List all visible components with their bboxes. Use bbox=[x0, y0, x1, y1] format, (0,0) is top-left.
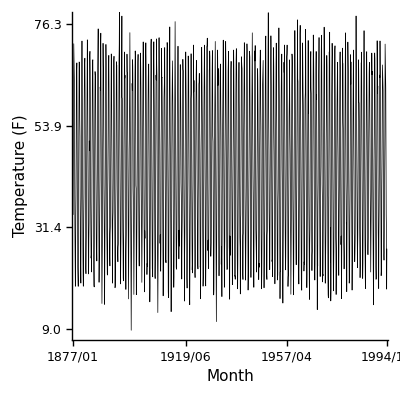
X-axis label: Month: Month bbox=[206, 369, 254, 384]
Y-axis label: Temperature (F): Temperature (F) bbox=[13, 115, 28, 237]
